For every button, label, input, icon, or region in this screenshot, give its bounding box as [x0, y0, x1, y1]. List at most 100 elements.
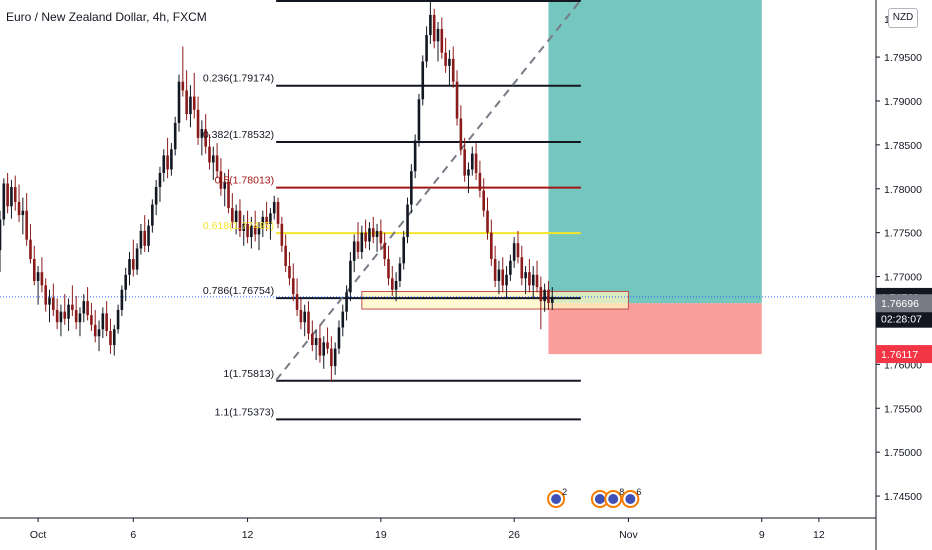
candle-body — [234, 210, 238, 223]
candle-body — [10, 187, 13, 207]
event-count: 8 — [619, 487, 624, 497]
candle-body — [432, 14, 436, 42]
candle-body — [390, 278, 394, 290]
candle-body — [429, 14, 432, 36]
candle-body — [173, 122, 177, 150]
candle-body — [505, 274, 508, 286]
candle-body — [215, 155, 219, 172]
candle-body — [116, 309, 120, 330]
currency-button[interactable]: NZD — [888, 8, 918, 28]
candle-body — [299, 309, 303, 323]
candle-body — [516, 243, 520, 258]
candle-body — [318, 338, 322, 356]
candle-body — [177, 81, 181, 123]
candle-body — [162, 155, 166, 173]
candle-body — [253, 225, 257, 235]
candle-body — [387, 259, 390, 279]
candle-body — [295, 294, 299, 310]
candle-body — [497, 269, 501, 281]
candle-body — [375, 230, 379, 238]
candle-body — [421, 61, 425, 100]
candle-body — [512, 243, 516, 261]
candle-body — [246, 223, 249, 238]
price-label-box — [876, 294, 932, 313]
price-tick-label: 1.79000 — [884, 96, 922, 108]
fib-label: 0.786(1.76754) — [203, 285, 274, 297]
candle-body — [36, 272, 40, 281]
candle-body — [425, 35, 428, 62]
candle-body — [25, 210, 28, 240]
candle-body — [349, 260, 352, 293]
candle-body — [2, 183, 6, 220]
candle-body — [128, 259, 131, 275]
support-zone — [361, 290, 629, 310]
candle-body — [82, 301, 86, 314]
candle-body — [470, 153, 474, 170]
fib-label: 0.5(1.78013) — [215, 175, 275, 187]
loss-zone — [548, 303, 762, 355]
candle-body — [13, 187, 17, 202]
candle-body — [6, 183, 9, 207]
time-tick-label: Nov — [619, 529, 638, 541]
event-icon-core — [594, 494, 605, 504]
candle-body — [250, 225, 253, 238]
candle-body — [322, 342, 326, 356]
candle-body — [280, 223, 284, 246]
time-tick-label: 26 — [508, 529, 520, 541]
candle-body — [71, 304, 74, 310]
candle-body — [151, 204, 154, 226]
price-label-text: 1.76117 — [881, 349, 918, 361]
price-label-box — [876, 345, 932, 364]
candle-body — [0, 219, 2, 251]
candle-body — [132, 259, 135, 270]
candle-body — [32, 259, 36, 281]
candle-body — [105, 313, 108, 331]
candle-body — [478, 172, 482, 191]
candle-body — [493, 259, 497, 281]
candle-body — [48, 297, 51, 305]
candle-body — [474, 153, 478, 173]
candle-body — [101, 313, 105, 330]
candle-body — [550, 296, 554, 303]
candle-body — [337, 327, 341, 349]
candle-body — [17, 201, 21, 216]
candle-body — [29, 239, 32, 259]
candle-body — [93, 324, 97, 337]
candles-group — [0, 0, 554, 382]
time-tick-label: 12 — [242, 529, 254, 541]
candle-body — [330, 348, 333, 367]
candle-body — [417, 99, 421, 141]
candle-body — [257, 228, 261, 235]
price-tick-label: 1.77000 — [884, 272, 922, 284]
profit-zone — [548, 0, 762, 304]
candle-body — [196, 109, 200, 138]
candle-body — [238, 210, 242, 231]
candle-body — [402, 237, 406, 264]
candle-body — [276, 201, 280, 224]
time-tick-label: 6 — [130, 529, 136, 541]
fib-label: 1.1(1.75373) — [215, 406, 275, 418]
candle-body — [67, 304, 70, 319]
candle-body — [74, 309, 78, 323]
candle-body — [539, 287, 543, 302]
candle-body — [272, 201, 276, 214]
time-tick-label: 19 — [375, 529, 387, 541]
symbol-title: Euro / New Zealand Dollar, 4h, FXCM — [6, 10, 207, 24]
candle-body — [451, 58, 455, 82]
candle-body — [398, 263, 402, 281]
candle-body — [55, 309, 59, 323]
candle-body — [185, 90, 188, 115]
candle-body — [227, 181, 230, 209]
candle-body — [192, 96, 196, 110]
candle-body — [345, 292, 348, 312]
candle-body — [154, 187, 158, 205]
price-tick-label: 1.77500 — [884, 228, 922, 240]
candle-body — [531, 274, 535, 286]
candle-body — [448, 58, 451, 66]
candle-body — [242, 223, 246, 231]
candle-body — [360, 232, 364, 252]
candle-body — [394, 280, 398, 290]
candle-body — [383, 243, 386, 259]
